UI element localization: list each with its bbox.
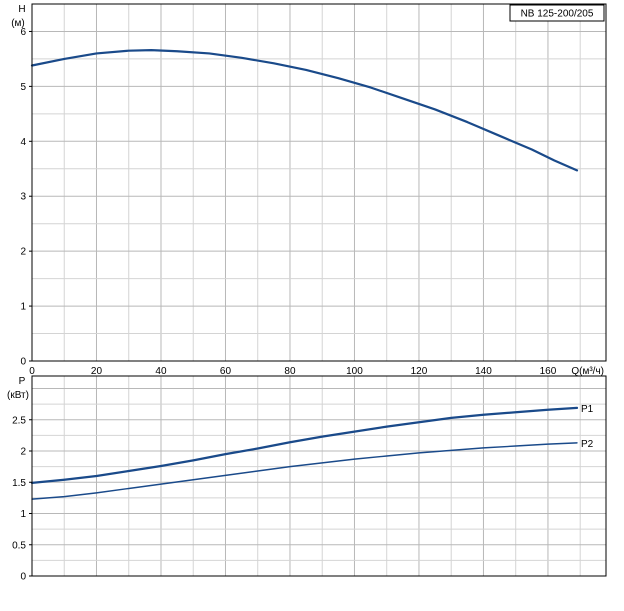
head-xtick-label-2: 40 — [155, 366, 167, 377]
head-ytick-label-5: 5 — [20, 82, 26, 93]
power-ytick-label-0: 0 — [20, 572, 26, 583]
power-y-axis-label: P — [19, 376, 26, 387]
head-xtick-label-6: 120 — [411, 366, 428, 377]
head-y-axis-unit: (м) — [11, 18, 25, 29]
head-xtick-label-1: 20 — [91, 366, 103, 377]
head-chart-title: NB 125-200/205 — [521, 9, 594, 20]
head-xtick-label-4: 80 — [284, 366, 296, 377]
head-x-axis-label: Q(м³/ч) — [571, 366, 604, 377]
head-y-axis-label: H — [18, 4, 25, 15]
head-ytick-label-1: 1 — [20, 302, 26, 313]
head-ytick-label-3: 3 — [20, 192, 26, 203]
power-series-line-p2 — [31, 442, 578, 500]
power-ytick-label-3: 1.5 — [12, 478, 26, 489]
power-ytick-label-5: 2.5 — [12, 415, 26, 426]
head-xtick-label-3: 60 — [220, 366, 232, 377]
power-series-label-p2: P2 — [581, 439, 594, 450]
power-ytick-label-2: 1 — [20, 509, 26, 520]
head-xtick-label-5: 100 — [346, 366, 363, 377]
power-plot-frame — [31, 375, 607, 577]
head-xtick-label-7: 140 — [475, 366, 492, 377]
head-plot-frame — [31, 3, 607, 362]
head-ytick-label-4: 4 — [20, 137, 26, 148]
power-series-line-p1 — [30, 406, 579, 484]
power-y-axis-unit: (кВт) — [7, 390, 29, 401]
head-ytick-label-2: 2 — [20, 247, 26, 258]
head-xtick-label-0: 0 — [29, 366, 35, 377]
power-ytick-label-4: 2 — [20, 447, 26, 458]
head-ytick-label-6: 6 — [20, 27, 26, 38]
head-title-box — [509, 4, 605, 22]
head-xtick-label-8: 160 — [540, 366, 557, 377]
power-series-label-p1: P1 — [581, 404, 594, 415]
head-series-line-0 — [30, 49, 579, 172]
power-ytick-label-1: 0.5 — [12, 540, 26, 551]
head-ytick-label-0: 0 — [20, 357, 26, 368]
